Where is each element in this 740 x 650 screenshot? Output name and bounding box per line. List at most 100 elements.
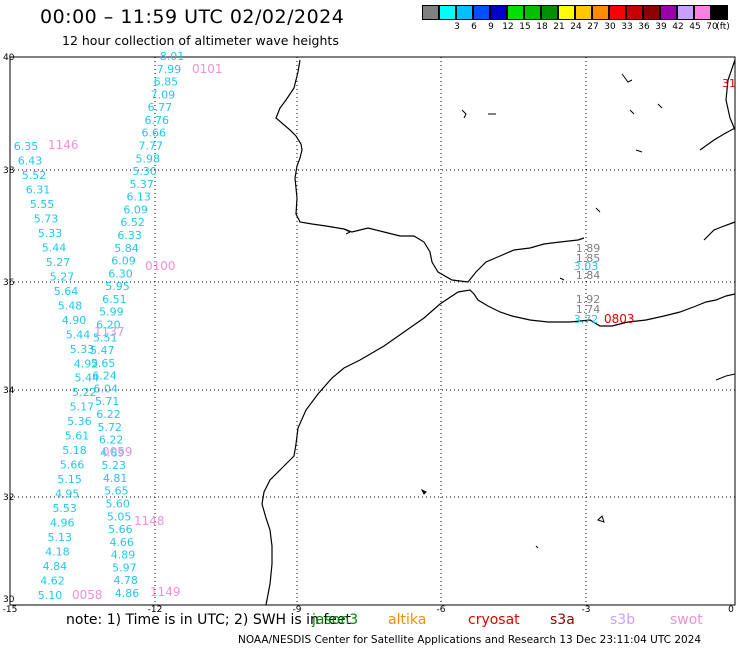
track-a-value: 6.09 [123,203,148,216]
track-a-value: 4.86 [115,587,140,600]
color-legend: 3 6 9 12 15 18 21 24 27 30 33 36 39 42 45 70 (ft) [422,5,730,35]
legend-swatch [609,5,626,20]
legend-label: 45 [689,22,701,32]
time-labels: 0101 1146 0100 1137 0059 1148 0058 1149 [48,62,223,602]
legend-swatch [711,5,728,20]
sat-s3b: s3b [610,612,636,628]
track-b-value: 5.61 [65,430,90,443]
legend-swatch [439,5,456,20]
track-b-value: 5.33 [70,343,95,356]
legend-label: 27 [587,22,599,32]
track-b-value: 5.64 [54,285,79,298]
track-a-value: 6.51 [102,293,127,306]
track-b-value: 6.43 [18,155,43,168]
track-a-value: 5.05 [107,510,132,523]
track-a-value: 5.99 [99,306,124,319]
lon-tick: -15 [3,605,18,615]
track-a-value: 5.97 [112,561,137,574]
track-a-value: 6.09 [111,255,136,268]
edge-time-label: 31 [722,77,736,90]
track-b-value: 5.18 [62,444,87,457]
sat-swot: swot [670,612,703,628]
track-a-value: 6.52 [120,216,145,229]
track-a-value: 5.65 [104,485,129,498]
sat-s3a: s3a [550,612,575,628]
track-a-value: 5.51 [93,331,118,344]
sat-jason3: jason3 [312,612,359,628]
time-label: 1137 [94,325,125,339]
legend-swatch [456,5,473,20]
legend-swatch [422,5,439,20]
time-label: 1146 [48,138,79,152]
note-prefix: note: 1) Time is in UTC; 2) SWH is in fe… [66,612,352,628]
sat-cryosat: cryosat [468,612,520,628]
track-a-value: 6.22 [99,434,124,447]
legend-label: 15 [519,22,531,32]
track-b-value: 4.18 [45,546,70,559]
track-a-value: 5.66 [108,523,133,536]
track-a-value: 4.89 [100,446,125,459]
track-a-value: 5.72 [98,421,123,434]
track-b-value: 4.96 [50,517,75,530]
lat-tick: 36 [3,278,15,288]
track-a-value: 7.77 [139,140,164,153]
track-b-value: 4.92 [74,357,99,370]
track-b-value: 5.44 [75,372,100,385]
lat-tick: 38 [3,166,15,176]
track-c-value: 1.92 [576,293,601,306]
legend-swatch [694,5,711,20]
track-b-value: 5.33 [38,227,63,240]
time-label: 1148 [134,514,165,528]
track-b-values: 6.356.435.526.315.555.735.335.445.275.27… [14,140,99,602]
legend-label: 6 [471,22,477,32]
track-b-value: 5.36 [67,415,92,428]
track-b-value: 5.53 [52,502,77,515]
track-a-value: 6.76 [145,114,170,127]
track-c-value: 1.89 [576,242,601,255]
lat-tick: 34 [3,386,15,396]
legend-label: 21 [553,22,565,32]
track-a-value: 6.30 [108,267,133,280]
track-a-value: 6.66 [142,127,167,140]
track-b-value: 5.15 [57,473,82,486]
track-a-value: 5.30 [132,165,157,178]
legend-swatch [558,5,575,20]
plot-frame [9,56,736,606]
track-a-value: 5.95 [105,280,130,293]
time-label: 0058 [72,588,103,602]
track-b-value: 6.31 [26,184,51,197]
track-b-value: 5.17 [70,401,95,414]
track-b-value: 4.95 [55,488,80,501]
track-a-value: 5.65 [91,357,116,370]
track-c-value: 1.74 [576,303,601,316]
time-label: 0059 [102,445,133,459]
track-b-value: 5.44 [66,328,91,341]
time-label: 0101 [192,62,223,76]
track-b-value: 5.22 [72,386,97,399]
track-a-value: 6.22 [96,408,121,421]
legend-swatch [592,5,609,20]
lon-tick: -9 [293,605,302,615]
lon-tick: -6 [437,605,446,615]
track-b-value: 4.62 [40,575,65,588]
track-b-value: 5.13 [48,531,73,544]
track-a-value: 6.85 [154,76,179,89]
track-c-value: 1.85 [576,252,601,265]
legend-swatch [541,5,558,20]
track-b-value: 5.66 [60,459,85,472]
track-b-value: 5.52 [22,169,47,182]
lon-tick: 0 [728,605,734,615]
time-label: 1149 [150,585,181,599]
legend-label: 36 [638,22,650,32]
legend-label: 39 [655,22,667,32]
legend-label: 3 [454,22,460,32]
legend-swatch [507,5,524,20]
track-a-value: 4.66 [109,536,134,549]
track-b-value: 5.27 [46,256,71,269]
track-a-value: 6.77 [148,101,173,114]
track-b-value: 5.48 [58,299,83,312]
coastline [261,59,736,606]
track-b-value: 6.35 [14,140,39,153]
lat-tick: 30 [3,595,15,605]
legend-unit: (ft) [716,22,730,32]
